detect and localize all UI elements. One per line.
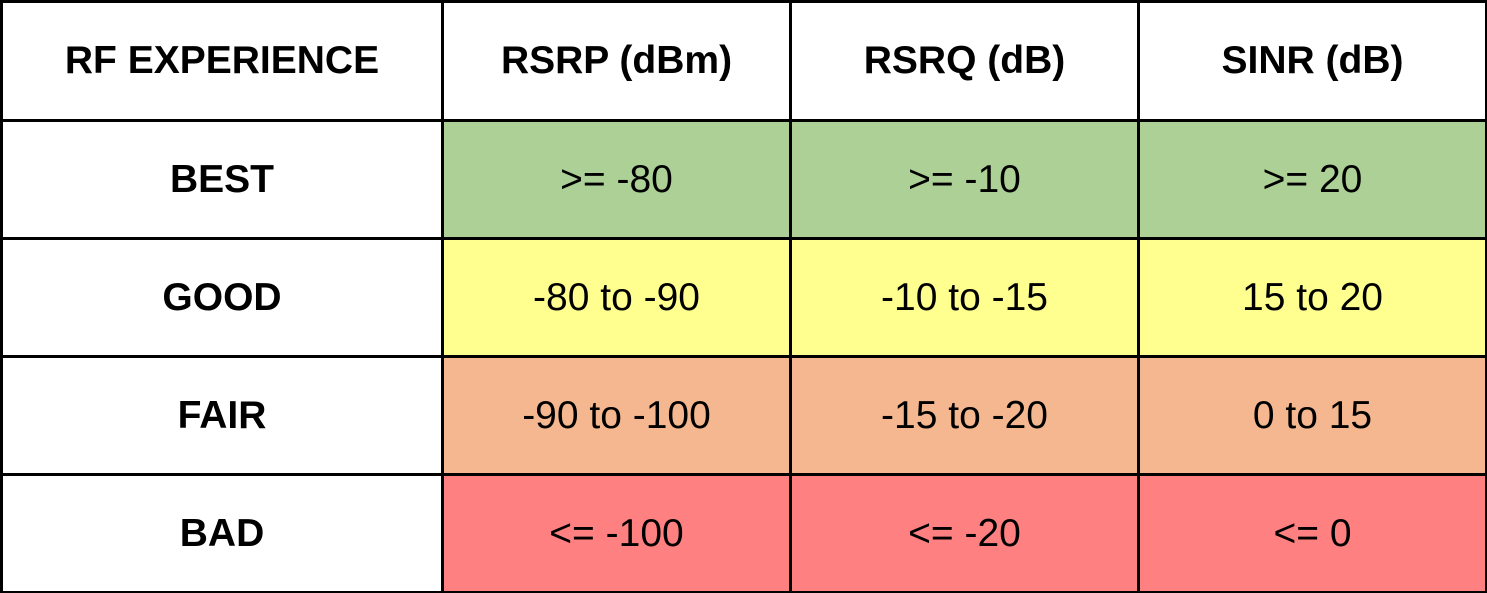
value-cell: >= -80 (444, 122, 789, 237)
row-label: BEST (3, 122, 441, 237)
value-cell: -10 to -15 (792, 240, 1137, 355)
value-cell: 15 to 20 (1140, 240, 1485, 355)
row-label: BAD (3, 476, 441, 591)
value-cell: -15 to -20 (792, 358, 1137, 473)
header-cell: RSRP (dBm) (444, 3, 789, 119)
value-cell: <= 0 (1140, 476, 1485, 591)
header-cell: RSRQ (dB) (792, 3, 1137, 119)
value-cell: 0 to 15 (1140, 358, 1485, 473)
value-cell: <= -20 (792, 476, 1137, 591)
value-cell: >= 20 (1140, 122, 1485, 237)
header-cell: RF EXPERIENCE (3, 3, 441, 119)
header-cell: SINR (dB) (1140, 3, 1485, 119)
row-label: FAIR (3, 358, 441, 473)
value-cell: -90 to -100 (444, 358, 789, 473)
value-cell: >= -10 (792, 122, 1137, 237)
value-cell: <= -100 (444, 476, 789, 591)
value-cell: -80 to -90 (444, 240, 789, 355)
row-label: GOOD (3, 240, 441, 355)
